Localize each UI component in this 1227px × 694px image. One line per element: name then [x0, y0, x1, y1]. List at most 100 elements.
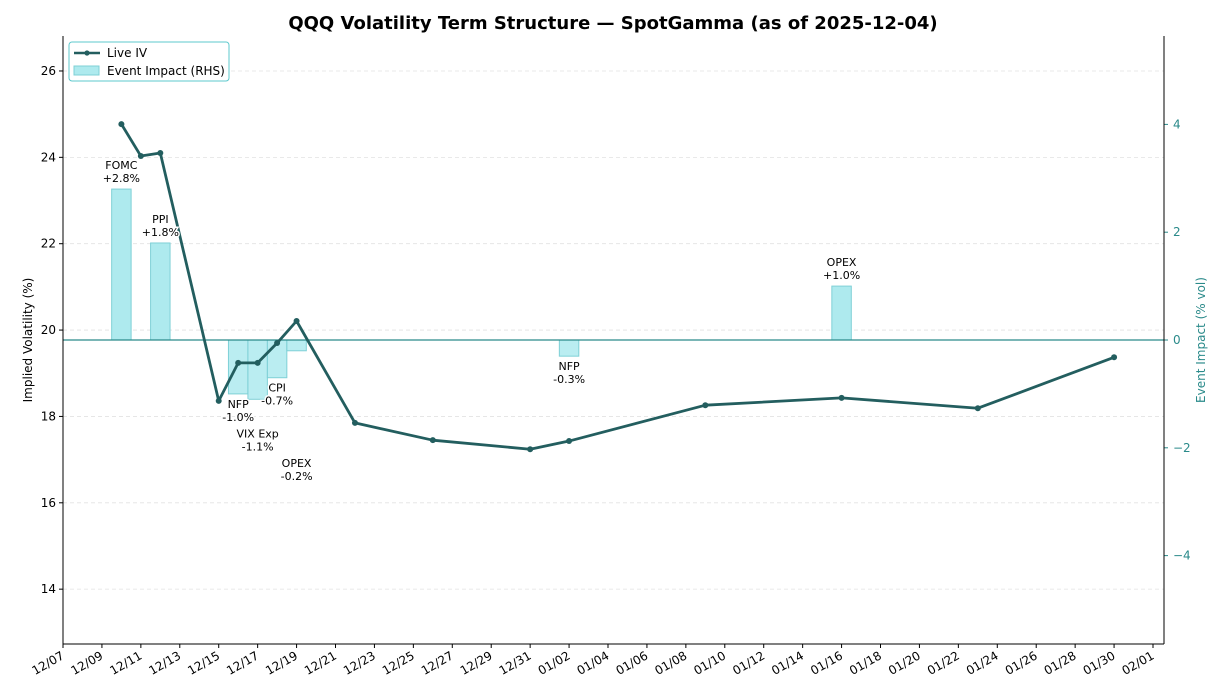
y-tick-label: 18: [41, 409, 56, 423]
event-label: PPI+1.8%: [140, 211, 180, 240]
event-labels: FOMC+2.8%PPI+1.8%NFP-1.0%VIX Exp-1.1%CPI…: [101, 158, 861, 485]
y-tick-label: 26: [41, 64, 56, 78]
live-iv-point: [1111, 354, 1118, 361]
event-value: +2.8%: [103, 172, 140, 185]
event-name: FOMC: [105, 159, 137, 172]
x-tick-label: 01/12: [730, 648, 767, 677]
event-bar: [150, 242, 171, 341]
live-iv-point: [215, 397, 222, 404]
y-tick-label-right: 0: [1173, 333, 1181, 347]
event-name: OPEX: [282, 457, 312, 470]
x-tick-label: 12/15: [185, 648, 222, 677]
legend-bar-swatch: [73, 65, 100, 76]
x-tick-label: 01/08: [652, 648, 689, 677]
y-axis-label: Implied Volatility (%): [21, 278, 35, 403]
event-label: OPEX-0.2%: [279, 455, 314, 484]
event-name: NFP: [228, 398, 250, 411]
live-iv-point: [974, 405, 981, 412]
grid: [63, 70, 1164, 590]
event-name: NFP: [558, 360, 580, 373]
event-value: +1.8%: [142, 226, 179, 239]
legend-line-marker: [84, 50, 90, 56]
live-iv-point: [429, 437, 436, 444]
live-iv-point: [566, 438, 573, 445]
live-iv-point: [157, 150, 164, 157]
event-value: +1.0%: [823, 269, 860, 282]
x-tick-label: 01/06: [613, 648, 650, 677]
x-tick-label: 01/10: [691, 648, 728, 677]
event-label: OPEX+1.0%: [821, 255, 861, 284]
x-tick-label: 12/17: [224, 648, 261, 677]
legend: Live IV Event Impact (RHS): [68, 41, 230, 82]
event-value: -0.2%: [281, 470, 313, 483]
live-iv-series: [118, 121, 1118, 453]
live-iv-point: [118, 121, 125, 128]
x-tick-label: 01/04: [575, 648, 612, 677]
event-bar: [247, 339, 268, 400]
event-bar: [111, 188, 132, 341]
event-name: VIX Exp: [237, 427, 279, 440]
x-tick-label: 12/11: [107, 648, 144, 677]
live-iv-point: [702, 402, 709, 409]
event-bar: [831, 285, 852, 341]
event-label: NFP-0.3%: [552, 359, 587, 388]
x-tick-label: 02/01: [1120, 648, 1157, 677]
legend-entry-live-iv: Live IV: [107, 46, 148, 60]
chart-title: QQQ Volatility Term Structure — SpotGamm…: [288, 13, 937, 34]
x-tick-label: 01/14: [769, 648, 806, 677]
y-tick-label: 16: [41, 496, 56, 510]
event-bar: [286, 339, 307, 352]
x-tick-label: 01/18: [847, 648, 884, 677]
event-bars: [111, 188, 852, 400]
event-name: PPI: [152, 213, 169, 226]
live-iv-point: [351, 419, 358, 426]
y-tick-label: 24: [41, 150, 56, 164]
x-tick-label: 12/27: [419, 648, 456, 677]
event-name: CPI: [268, 382, 286, 395]
event-value: -0.3%: [553, 373, 585, 386]
x-tick-label: 01/24: [964, 648, 1001, 677]
y-tick-label-right: 2: [1173, 225, 1181, 239]
y-tick-label: 20: [41, 323, 56, 337]
x-tick-label: 01/20: [886, 648, 923, 677]
live-iv-line: [120, 123, 1115, 451]
live-iv-point: [293, 318, 300, 324]
y-axis-label-right: Event Impact (% vol): [1194, 277, 1208, 403]
event-label: CPI-0.7%: [260, 380, 295, 409]
event-bar: [227, 339, 249, 395]
x-tick-label: 12/13: [146, 648, 183, 677]
y-tick-label: 22: [41, 237, 56, 251]
x-tick-label: 01/26: [1003, 648, 1040, 677]
y-tick-label-right: −2: [1173, 441, 1191, 455]
x-tick-label: 12/09: [68, 648, 105, 677]
event-name: OPEX: [827, 256, 857, 269]
event-label: NFP-1.0%: [221, 396, 256, 425]
x-tick-label: 01/28: [1042, 648, 1079, 677]
event-label: FOMC+2.8%: [101, 158, 141, 187]
y-tick-label-right: 4: [1173, 117, 1181, 131]
event-bar: [558, 339, 580, 357]
x-tick-label: 12/07: [30, 648, 67, 677]
live-iv-point: [254, 359, 261, 366]
y-tick-label: 14: [41, 582, 56, 596]
event-value: -1.0%: [222, 411, 254, 424]
x-tick-label: 12/29: [458, 648, 495, 677]
x-tick-label: 01/02: [536, 648, 573, 677]
y-tick-label-right: −4: [1173, 549, 1191, 563]
x-tick-label: 12/25: [380, 648, 417, 677]
x-tick-label: 12/19: [263, 648, 300, 677]
live-iv-point: [137, 153, 144, 160]
x-tick-label: 01/30: [1081, 648, 1118, 677]
live-iv-point: [527, 446, 534, 453]
x-tick-label: 12/31: [497, 648, 534, 677]
x-tick-label: 01/22: [925, 648, 962, 677]
x-tick-label: 12/23: [341, 648, 378, 677]
x-tick-label: 12/21: [302, 648, 339, 677]
x-tick-label: 01/16: [808, 648, 845, 677]
live-iv-point: [838, 394, 845, 401]
event-value: -0.7%: [261, 395, 293, 408]
event-label: VIX Exp-1.1%: [235, 426, 280, 455]
event-value: -1.1%: [242, 440, 274, 453]
